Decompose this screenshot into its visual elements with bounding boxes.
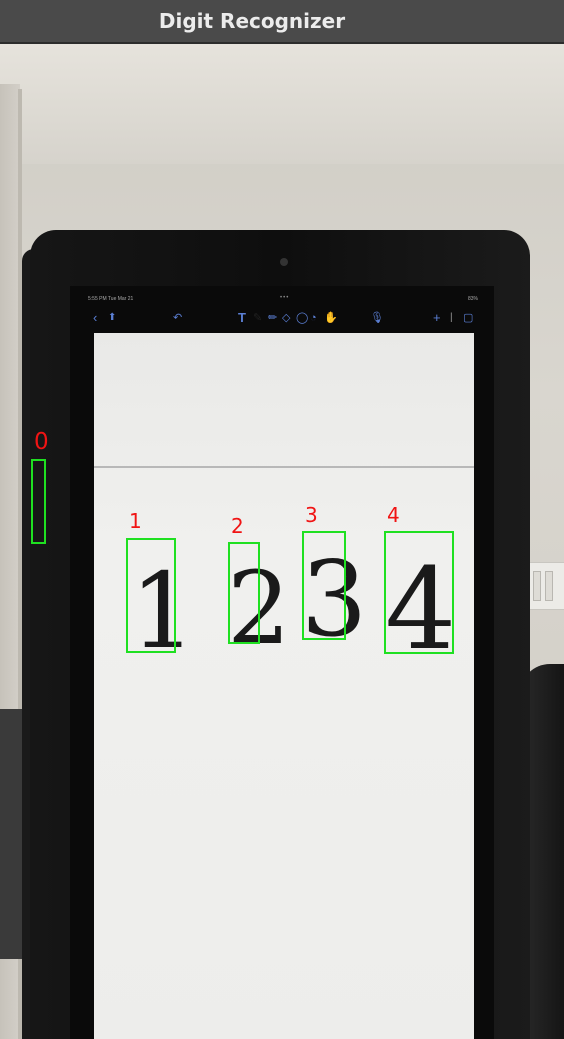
- detection-box: [31, 459, 46, 544]
- page-divider: [94, 466, 474, 468]
- undo-icon: ↶: [173, 312, 183, 324]
- detection-box: [228, 542, 260, 644]
- detection-label: 3: [305, 503, 318, 527]
- pen-icon: ✎: [253, 312, 263, 324]
- switch-rocker: [533, 571, 541, 601]
- title-bar: Digit Recognizer: [0, 0, 564, 44]
- back-icon: ‹: [93, 310, 98, 325]
- tablet-camera-icon: [280, 258, 288, 266]
- handwritten-digit: 1: [130, 550, 197, 672]
- status-time: 5:55 PM Tue Mar 21: [88, 296, 134, 302]
- lasso-icon: ◯: [296, 312, 309, 324]
- tablet-screen: 5:55 PM Tue Mar 21 ••• 83% ‹ ⬆ ↶ T ✎ ✏ ◇…: [70, 286, 494, 1039]
- detection-box: [302, 531, 346, 640]
- window-title: Digit Recognizer: [158, 9, 346, 33]
- microphone-icon: 🎙: [370, 312, 384, 324]
- background-object-left: [0, 709, 22, 959]
- detection-label: 1: [129, 509, 142, 533]
- switch-rocker: [545, 571, 553, 601]
- text-tool-icon: T: [238, 310, 246, 325]
- detection-box: [384, 531, 454, 654]
- detection-label: 0: [34, 429, 49, 455]
- divider-icon: |: [450, 312, 453, 323]
- notes-toolbar: ‹ ⬆ ↶ T ✎ ✏ ◇ ◯ ◔ ✋ 🎙 + | ▢: [88, 306, 480, 332]
- pages-icon: ▢: [463, 312, 474, 324]
- notes-page: 1 2 3 4: [94, 333, 474, 1039]
- pencil-icon: ✏: [268, 312, 278, 324]
- share-icon: ⬆: [108, 312, 117, 323]
- add-icon: +: [433, 310, 441, 325]
- shapes-icon: ◔: [310, 312, 317, 324]
- status-dots: •••: [280, 295, 290, 301]
- detection-label: 4: [387, 503, 400, 527]
- handwritten-digit: 3: [301, 538, 368, 660]
- detection-box: [126, 538, 176, 653]
- hand-icon: ✋: [324, 312, 338, 324]
- ceiling: [0, 44, 564, 164]
- eraser-icon: ◇: [282, 312, 291, 324]
- camera-feed: 5:55 PM Tue Mar 21 ••• 83% ‹ ⬆ ↶ T ✎ ✏ ◇…: [0, 44, 564, 1039]
- detection-label: 2: [231, 514, 244, 538]
- tablet-status-bar: 5:55 PM Tue Mar 21 ••• 83%: [88, 295, 478, 306]
- wall-corner: [18, 89, 22, 1039]
- light-switch: [526, 562, 564, 610]
- handwritten-digit: 4: [385, 545, 457, 675]
- status-battery: 83%: [467, 296, 478, 302]
